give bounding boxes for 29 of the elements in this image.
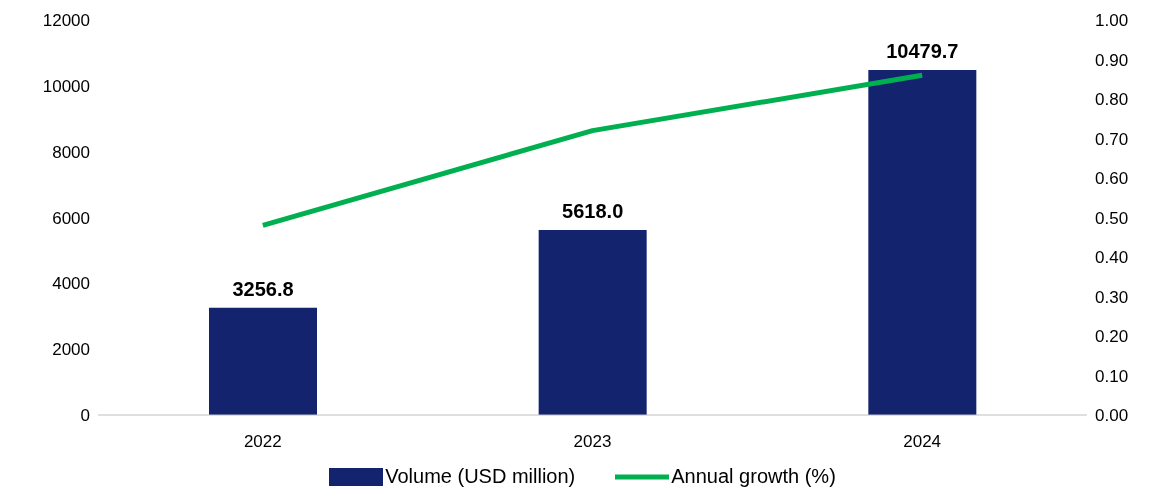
y2-tick-label: 0.90 xyxy=(1095,50,1129,70)
y2-tick-label: 0.80 xyxy=(1095,90,1129,110)
y2-tick-label: 0.00 xyxy=(1095,406,1129,426)
y-tick-label: 0 xyxy=(80,406,90,426)
y-tick-label: 2000 xyxy=(52,340,90,360)
y2-tick-label: 0.20 xyxy=(1095,327,1129,347)
data-label: 3256.8 xyxy=(232,277,294,300)
y-tick-label: 6000 xyxy=(52,208,90,228)
bar xyxy=(538,230,647,415)
y2-tick-label: 0.30 xyxy=(1095,287,1129,307)
y-tick-label: 10000 xyxy=(42,76,90,96)
data-label: 5618.0 xyxy=(562,200,624,223)
y-tick-label: 4000 xyxy=(52,274,90,294)
y2-tick-label: 1.00 xyxy=(1095,11,1129,31)
y-tick-label: 8000 xyxy=(52,142,90,162)
y2-tick-label: 0.10 xyxy=(1095,366,1129,386)
x-tick-label: 2024 xyxy=(903,432,942,452)
x-tick-label: 2022 xyxy=(243,432,282,452)
x-tick-label: 2023 xyxy=(573,432,612,452)
y2-tick-label: 0.60 xyxy=(1095,169,1129,189)
bar xyxy=(868,70,977,415)
y2-tick-label: 0.50 xyxy=(1095,208,1129,228)
y-tick-label: 12000 xyxy=(42,11,90,31)
data-label: 10479.7 xyxy=(886,40,959,63)
legend-label: Annual growth (%) xyxy=(671,465,836,488)
y2-tick-label: 0.70 xyxy=(1095,129,1129,149)
legend-label: Volume (USD million) xyxy=(385,465,576,488)
bar xyxy=(209,307,317,415)
y2-tick-label: 0.40 xyxy=(1095,248,1129,268)
